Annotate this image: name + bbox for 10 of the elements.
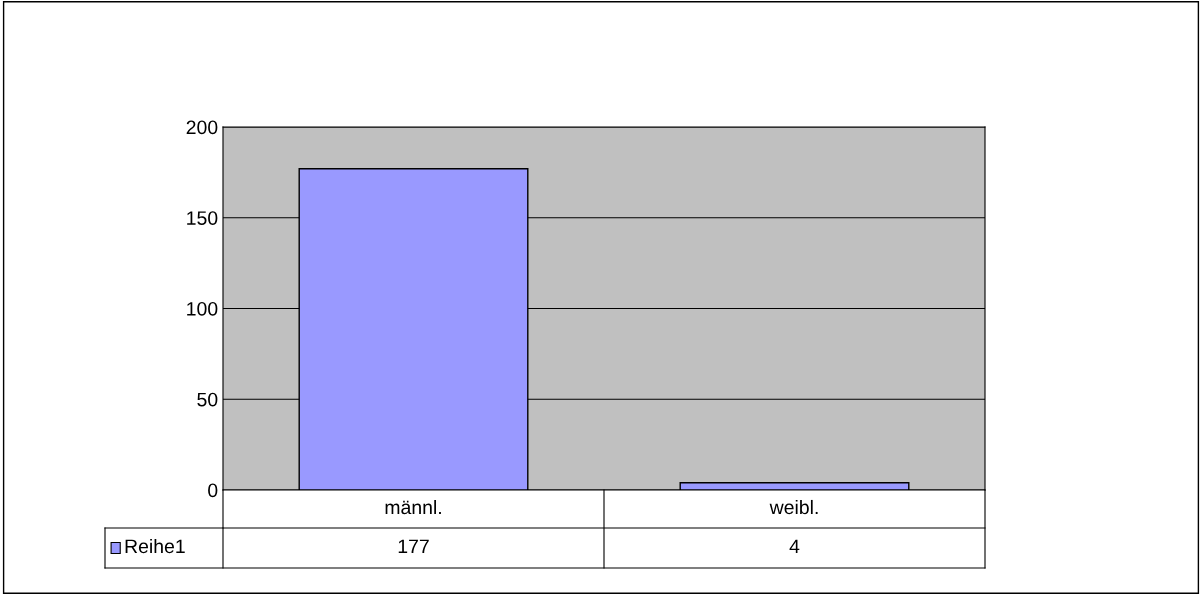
y-tick-label: 50 — [197, 392, 218, 407]
x-tick-label: weibl. — [769, 499, 818, 515]
x-tick-label: männl. — [385, 499, 441, 515]
data-label: 4 — [789, 539, 800, 554]
y-tick-label: 150 — [187, 211, 218, 225]
legend-label: Reihe1 — [125, 538, 185, 554]
y-tick-label: 100 — [187, 301, 218, 316]
data-label: 177 — [398, 539, 429, 554]
y-tick-label: 200 — [186, 120, 218, 135]
y-tick-label: 0 — [208, 483, 218, 498]
